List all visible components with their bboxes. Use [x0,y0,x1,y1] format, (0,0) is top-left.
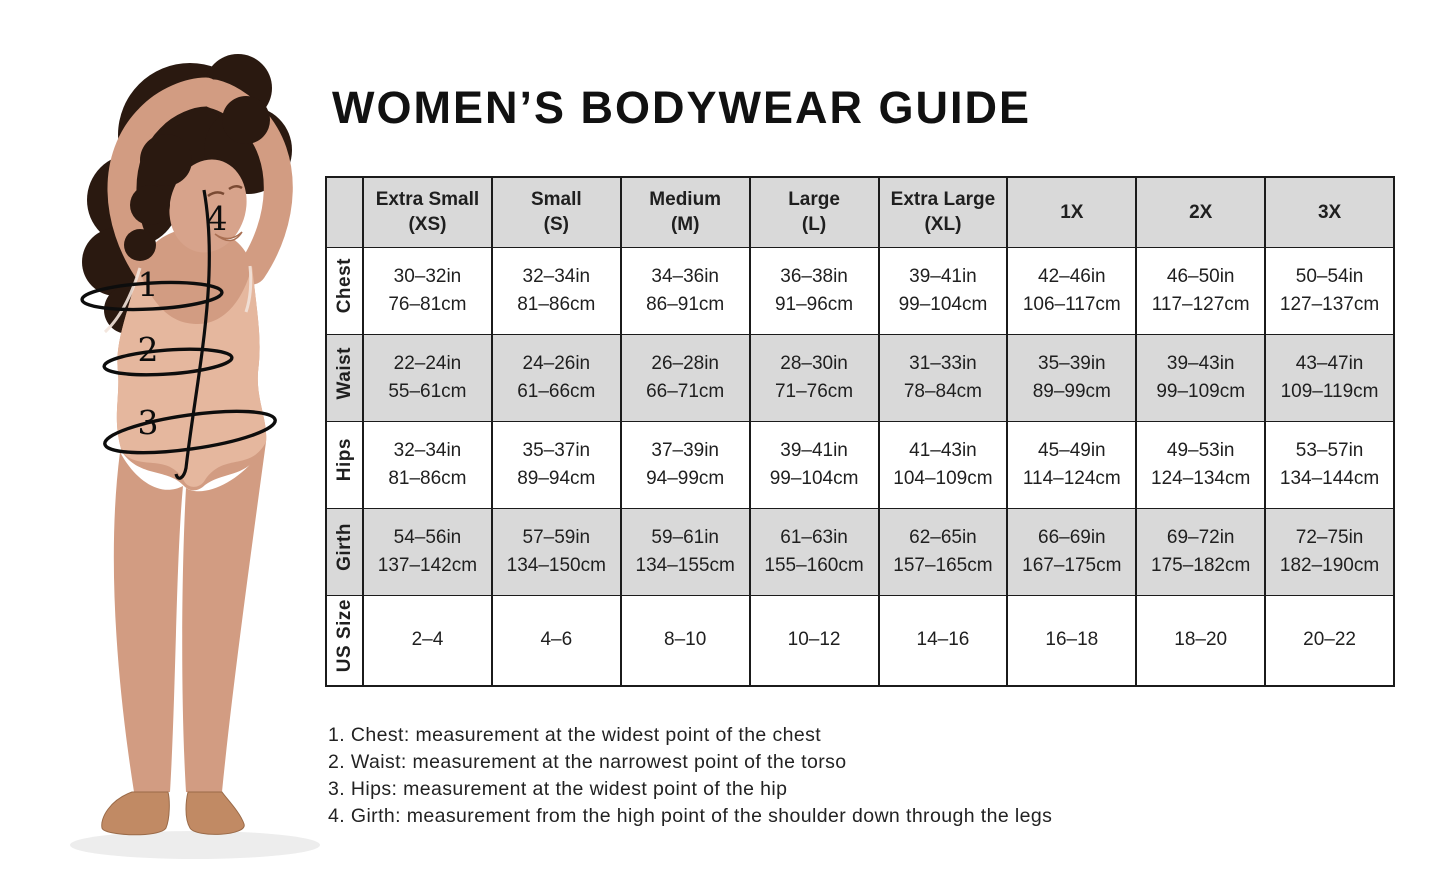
note-waist: 2. Waist: measurement at the narrowest p… [328,751,847,773]
cell-ussize-1x: 16–18 [1006,594,1138,687]
cell-girth-xl: 62–65in 157–165cm [877,507,1009,596]
page-title: WOMEN’S BODYWEAR GUIDE [332,82,1032,133]
hair-front-curls [124,96,270,261]
col-header-3x: 3X [1264,176,1395,248]
table-row-girth: Girth 54–56in 137–142cm 57–59in 134–150c… [325,507,1395,596]
eye-icon [228,185,243,191]
row-label-waist: Waist [325,333,364,422]
cell-hips-2x: 49–53in 124–134cm [1135,420,1267,509]
cell-girth-3x: 72–75in 182–190cm [1264,507,1395,596]
col-header-m: Medium (M) [619,176,751,248]
cell-waist-xs: 22–24in 55–61cm [362,333,493,422]
cell-girth-l: 61–63in 155–160cm [748,507,880,596]
row-label-girth: Girth [325,507,364,596]
row-label-text: Waist [334,346,355,400]
col-header-2x: 2X [1135,176,1267,248]
corner-cell [325,176,364,248]
note-hips: 3. Hips: measurement at the widest point… [328,778,788,800]
cell-chest-m: 34–36in 86–91cm [619,246,751,335]
model-figure-illustration: 1 2 3 4 [70,54,320,859]
cell-girth-xs: 54–56in 137–142cm [362,507,493,596]
row-label-text: Girth [334,523,355,571]
row-label-text: Hips [334,438,355,482]
cell-chest-2x: 46–50in 117–127cm [1135,246,1267,335]
cell-chest-1x: 42–46in 106–117cm [1006,246,1138,335]
cell-ussize-s: 4–6 [490,594,622,687]
table-row-hips: Hips 32–34in 81–86cm 35–37in 89–94cm 37–… [325,420,1395,509]
cell-chest-l: 36–38in 91–96cm [748,246,880,335]
cell-chest-s: 32–34in 81–86cm [490,246,622,335]
cell-waist-m: 26–28in 66–71cm [619,333,751,422]
cell-chest-xl: 39–41in 99–104cm [877,246,1009,335]
cell-ussize-2x: 18–20 [1135,594,1267,687]
col-header-xl: Extra Large (XL) [877,176,1009,248]
hips-number-label: 3 [138,403,159,442]
jazz-shoes-icon [101,791,245,836]
measurement-notes: 1. Chest: measurement at the widest poin… [328,722,1052,830]
eye-icon [207,191,225,198]
waist-measure-ellipse [102,347,234,377]
smile-icon [214,231,243,242]
cell-hips-xs: 32–34in 81–86cm [362,420,493,509]
cell-ussize-3x: 20–22 [1264,594,1395,687]
size-table: Extra Small (XS) Small (S) Medium (M) La… [325,176,1395,687]
cell-hips-s: 35–37in 89–94cm [490,420,622,509]
cell-hips-m: 37–39in 94–99cm [619,420,751,509]
cell-waist-2x: 39–43in 99–109cm [1135,333,1267,422]
measurement-numbers: 1 2 3 4 [138,199,228,442]
cell-waist-3x: 43–47in 109–119cm [1264,333,1395,422]
col-header-l: Large (L) [748,176,880,248]
waist-number-label: 2 [138,330,159,369]
cell-girth-m: 59–61in 134–155cm [619,507,751,596]
row-label-chest: Chest [325,246,364,335]
cell-ussize-l: 10–12 [748,594,880,687]
arms [107,77,293,285]
cell-waist-1x: 35–39in 89–99cm [1006,333,1138,422]
col-header-1x: 1X [1006,176,1138,248]
girth-number-label: 4 [207,199,228,238]
measurement-overlays [80,189,277,480]
cell-girth-2x: 69–72in 175–182cm [1135,507,1267,596]
girth-measure-line [174,189,211,480]
note-chest: 1. Chest: measurement at the widest poin… [328,724,822,746]
cell-girth-s: 57–59in 134–150cm [490,507,622,596]
table-row-chest: Chest 30–32in 76–81cm 32–34in 81–86cm 34… [325,246,1395,335]
cell-hips-l: 39–41in 99–104cm [748,420,880,509]
row-label-text: Chest [334,258,355,314]
straps [103,265,253,334]
row-label-us-size: US Size [325,594,364,687]
bodysuit [116,266,267,487]
cell-ussize-xs: 2–4 [362,594,493,687]
col-header-s: Small (S) [490,176,622,248]
cell-waist-xl: 31–33in 78–84cm [877,333,1009,422]
floor-shadow [70,831,320,859]
cell-girth-1x: 66–69in 167–175cm [1006,507,1138,596]
note-girth: 4. Girth: measurement from the high poin… [328,805,1053,827]
row-label-hips: Hips [325,420,364,509]
cell-chest-xs: 30–32in 76–81cm [362,246,493,335]
cell-hips-xl: 41–43in 104–109cm [877,420,1009,509]
table-row-us-size: US Size 2–4 4–6 8–10 10–12 14–16 16–18 1… [325,594,1395,687]
row-label-text: US Size [334,599,355,673]
cell-waist-l: 28–30in 71–76cm [748,333,880,422]
table-row-waist: Waist 22–24in 55–61cm 24–26in 61–66cm 26… [325,333,1395,422]
chest-measure-ellipse [80,280,224,312]
cell-waist-s: 24–26in 61–66cm [490,333,622,422]
cell-chest-3x: 50–54in 127–137cm [1264,246,1395,335]
hips-measure-ellipse [103,409,277,455]
table-header-row: Extra Small (XS) Small (S) Medium (M) La… [325,176,1395,248]
chest-number-label: 1 [138,265,159,304]
model-photo: 1 2 3 4 [0,0,330,879]
cell-hips-3x: 53–57in 134–144cm [1264,420,1395,509]
cell-ussize-m: 8–10 [619,594,751,687]
cell-ussize-xl: 14–16 [877,594,1009,687]
col-header-xs: Extra Small (XS) [362,176,493,248]
legs [113,442,266,792]
cell-hips-1x: 45–49in 114–124cm [1006,420,1138,509]
